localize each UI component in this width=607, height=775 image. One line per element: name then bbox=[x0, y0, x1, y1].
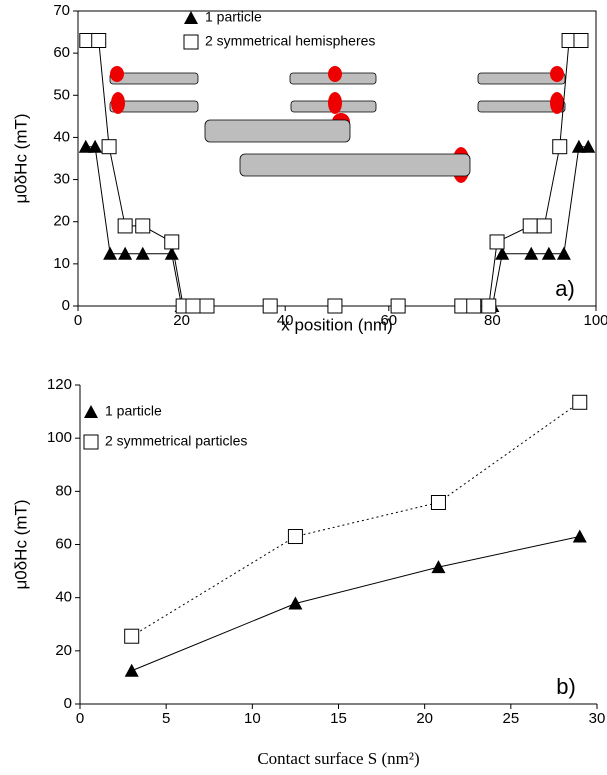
triangle-marker bbox=[103, 246, 118, 260]
triangle-marker bbox=[571, 139, 586, 153]
y-axis-label: μ0δHc (mT) bbox=[11, 499, 30, 589]
x-tick-label: 100 bbox=[583, 312, 607, 329]
x-tick-label: 20 bbox=[416, 710, 433, 727]
x-tick-label: 25 bbox=[502, 710, 519, 727]
legend-marker bbox=[183, 34, 199, 50]
square-marker bbox=[287, 529, 303, 545]
x-tick-label: 40 bbox=[277, 312, 294, 329]
triangle-marker bbox=[118, 246, 133, 260]
triangle-marker bbox=[524, 246, 539, 260]
triangle-marker bbox=[78, 139, 93, 153]
x-tick-label: 30 bbox=[589, 710, 606, 727]
x-tick-label: 5 bbox=[162, 710, 170, 727]
square-marker bbox=[117, 218, 133, 234]
legend-marker bbox=[184, 11, 198, 24]
square-marker bbox=[572, 394, 588, 410]
triangle-marker bbox=[541, 246, 556, 260]
x-tick-label: 0 bbox=[76, 710, 84, 727]
square-marker bbox=[552, 139, 568, 155]
square-marker bbox=[390, 298, 406, 314]
y-tick-label: 50 bbox=[53, 86, 70, 103]
legend-marker bbox=[84, 405, 98, 418]
square-marker bbox=[101, 139, 117, 155]
legend-marker bbox=[83, 434, 99, 450]
x-axis-label: x position (nm) bbox=[281, 315, 392, 334]
x-tick-label: 15 bbox=[330, 710, 347, 727]
y-tick-label: 80 bbox=[55, 482, 72, 499]
y-tick-label: 40 bbox=[55, 589, 72, 606]
square-marker bbox=[185, 298, 201, 314]
triangle-marker bbox=[88, 139, 103, 153]
y-tick-label: 0 bbox=[64, 695, 72, 712]
legend-label: 2 symmetrical particles bbox=[105, 433, 247, 449]
square-marker bbox=[430, 494, 446, 510]
panel-label: b) bbox=[556, 674, 576, 699]
x-axis-label: Contact surface S (nm²) bbox=[257, 749, 419, 768]
x-tick-label: 60 bbox=[380, 312, 397, 329]
legend-label: 1 particle bbox=[205, 9, 262, 25]
square-marker bbox=[481, 298, 497, 314]
triangle-marker bbox=[124, 663, 139, 677]
square-marker bbox=[522, 218, 538, 234]
triangle-marker bbox=[495, 246, 510, 260]
y-tick-label: 60 bbox=[55, 535, 72, 552]
x-tick-label: 20 bbox=[173, 312, 190, 329]
y-tick-label: 0 bbox=[62, 297, 70, 314]
triangle-marker bbox=[164, 246, 179, 260]
series-line bbox=[131, 536, 580, 672]
nanowire-icons bbox=[109, 66, 566, 183]
square-marker bbox=[91, 33, 107, 48]
legend-label: 2 symmetrical hemispheres bbox=[205, 33, 375, 49]
square-marker bbox=[124, 628, 140, 644]
y-tick-label: 10 bbox=[53, 255, 70, 272]
panel-label: a) bbox=[555, 276, 575, 301]
y-tick-label: 100 bbox=[47, 429, 72, 446]
y-tick-label: 70 bbox=[53, 2, 70, 19]
x-tick-label: 0 bbox=[74, 312, 82, 329]
x-tick-label: 10 bbox=[244, 710, 261, 727]
square-marker bbox=[573, 33, 589, 48]
y-axis-label: μ0δHc (mT) bbox=[11, 113, 30, 203]
triangle-marker bbox=[135, 246, 150, 260]
square-marker bbox=[135, 218, 151, 234]
x-tick-label: 80 bbox=[484, 312, 501, 329]
y-tick-label: 60 bbox=[53, 44, 70, 61]
y-tick-label: 120 bbox=[47, 376, 72, 393]
y-tick-label: 20 bbox=[55, 642, 72, 659]
triangle-marker bbox=[572, 529, 587, 543]
triangle-marker bbox=[431, 560, 446, 574]
square-marker bbox=[327, 298, 343, 314]
series-line bbox=[131, 401, 581, 637]
square-marker bbox=[466, 298, 482, 314]
triangle-marker bbox=[556, 246, 571, 260]
square-marker bbox=[262, 298, 278, 314]
square-marker bbox=[199, 298, 215, 314]
triangle-marker bbox=[581, 139, 596, 153]
y-tick-label: 30 bbox=[53, 171, 70, 188]
square-marker bbox=[489, 234, 505, 250]
triangle-marker bbox=[288, 596, 303, 610]
square-marker bbox=[164, 234, 180, 250]
y-tick-label: 40 bbox=[53, 128, 70, 145]
square-marker bbox=[536, 218, 552, 234]
y-tick-label: 20 bbox=[53, 213, 70, 230]
legend-label: 1 particle bbox=[105, 403, 162, 419]
